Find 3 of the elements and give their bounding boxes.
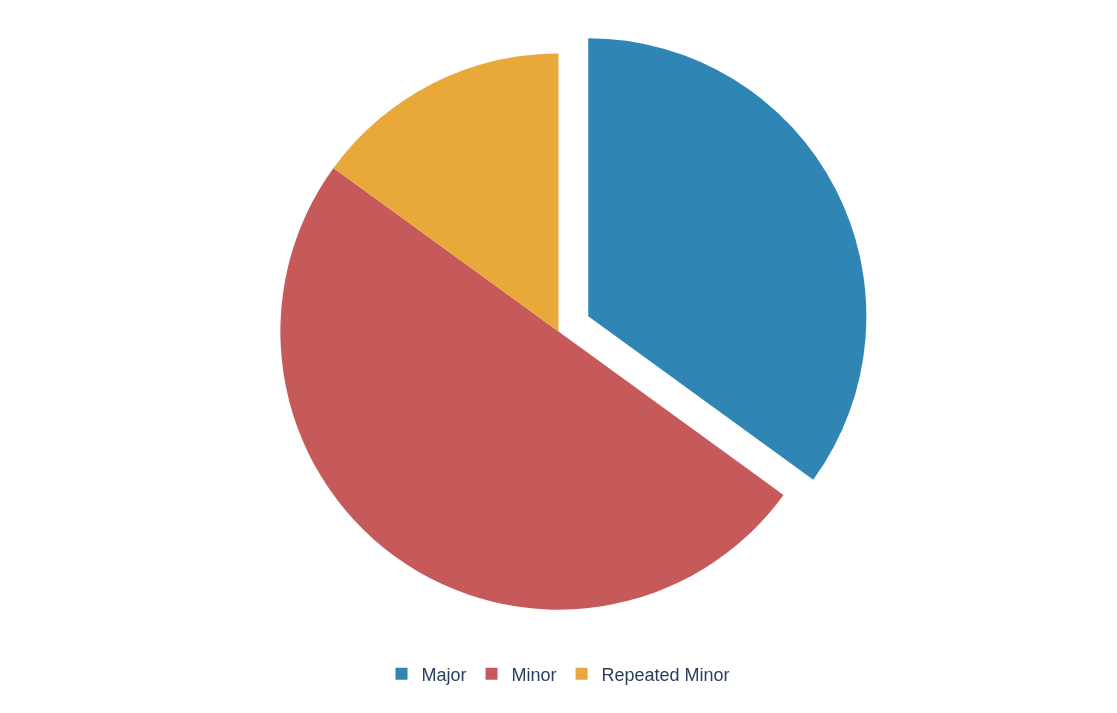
legend-label: Minor	[511, 664, 557, 685]
legend-label: Repeated Minor	[601, 664, 730, 685]
legend-label: Major	[421, 664, 467, 685]
